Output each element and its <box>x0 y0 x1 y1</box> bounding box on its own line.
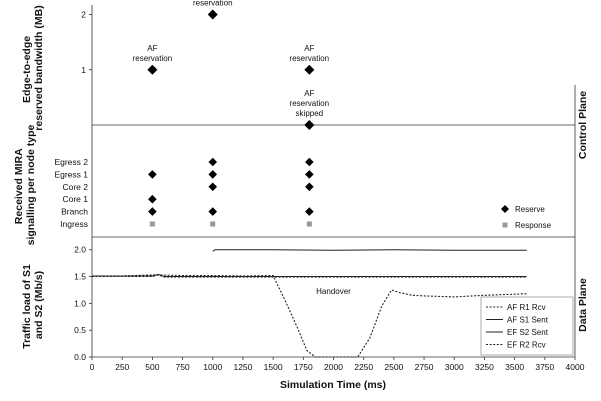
panel-reserved-bandwidth: 12AFreservationEFreservationAFreservatio… <box>81 0 329 130</box>
middle-response-point <box>149 221 155 227</box>
top-point <box>147 64 158 75</box>
x-tick-label: 250 <box>115 362 129 372</box>
data-plane-label: Data Plane <box>577 278 589 332</box>
bottom-y-tick-label: 0.0 <box>74 352 86 362</box>
x-tick-label: 3500 <box>505 362 524 372</box>
top-y-tick-label: 2 <box>81 10 86 20</box>
middle-reserve-point <box>208 182 218 192</box>
middle-reserve-point <box>305 170 314 179</box>
middle-y-axis-label: Received MIRA signalling per node type <box>13 124 37 245</box>
x-tick-label: 3750 <box>535 362 554 372</box>
x-tick-label: 3250 <box>475 362 494 372</box>
top-point <box>304 120 315 130</box>
middle-reserve-point <box>208 170 218 179</box>
middle-reserve-point <box>148 170 157 179</box>
top-annotation-line: AF <box>147 44 157 53</box>
x-tick-label: 1750 <box>294 362 313 372</box>
middle-legend-marker <box>501 205 509 213</box>
handover-annotation: Handover <box>316 287 351 296</box>
x-axis-label: Simulation Time (ms) <box>280 379 386 391</box>
x-tick-label: 1250 <box>233 362 252 372</box>
top-annotation-line: reservation <box>133 54 173 63</box>
bottom-legend-label: EF R2 Rcv <box>507 341 546 350</box>
bottom-y-tick-label: 1.5 <box>74 272 86 282</box>
top-point <box>304 64 315 75</box>
x-tick-label: 1000 <box>203 362 222 372</box>
middle-category-label: Core 1 <box>62 194 88 204</box>
bottom-legend-box <box>480 296 574 356</box>
top-annotation-line: reservation <box>290 54 330 63</box>
x-tick-label: 2000 <box>324 362 343 372</box>
x-tick-label: 1500 <box>264 362 283 372</box>
top-point <box>207 9 218 20</box>
middle-legend-marker <box>502 222 508 228</box>
middle-reserve-point <box>208 207 218 216</box>
middle-response-point <box>210 221 216 227</box>
x-tick-label: 2250 <box>354 362 373 372</box>
bottom-y-tick-label: 2.0 <box>74 245 86 255</box>
x-tick-label: 2500 <box>384 362 403 372</box>
top-annotation-line: reservation <box>290 99 330 108</box>
middle-reserve-point <box>148 194 157 204</box>
bottom-y-tick-label: 1.0 <box>74 298 86 308</box>
control-plane-label: Control Plane <box>577 91 589 159</box>
top-y-tick-label: 1 <box>81 65 86 75</box>
middle-category-label: Core 2 <box>62 182 88 192</box>
middle-reserve-point <box>208 157 218 167</box>
top-y-axis-label: Edge-to-edge reserved bandwidth (MB) <box>21 5 45 130</box>
x-tick-label: 2750 <box>415 362 434 372</box>
middle-reserve-point <box>305 157 314 167</box>
middle-response-point <box>306 221 312 227</box>
top-annotation-line: AF <box>304 89 314 98</box>
middle-category-label: Branch <box>61 207 88 217</box>
x-tick-label: 0 <box>90 362 95 372</box>
x-tick-label: 500 <box>145 362 159 372</box>
top-annotation-line: AF <box>304 44 314 53</box>
x-tick-label: 3000 <box>445 362 464 372</box>
middle-category-label: Egress 1 <box>54 169 88 179</box>
x-tick-label: 750 <box>175 362 189 372</box>
middle-reserve-point <box>305 182 314 192</box>
middle-legend-label: Reserve <box>515 205 545 214</box>
bottom-y-tick-label: 0.5 <box>74 325 86 335</box>
middle-legend-label: Response <box>515 221 552 230</box>
series-line-ef-s2-sent <box>212 249 527 252</box>
middle-category-label: Ingress <box>60 219 88 229</box>
bottom-legend-label: EF S2 Sent <box>507 328 549 337</box>
x-tick-label: 4000 <box>566 362 585 372</box>
bottom-legend-label: AF R1 Rcv <box>507 303 546 312</box>
top-annotation-line: skipped <box>296 109 324 118</box>
bottom-y-axis-label: Traffic load of S1 and S2 (Mb/s) <box>21 261 45 349</box>
top-annotation-line: reservation <box>193 0 233 8</box>
bottom-legend-label: AF S1 Sent <box>507 316 549 325</box>
panel-traffic-load: 0.0 0.5 1.0 1.5 2.0 0 250 500 750 1000 1250 1500 175… <box>74 245 585 372</box>
series-line-ef-r2-rcv <box>91 274 527 358</box>
middle-category-label: Egress 2 <box>54 157 88 167</box>
panel-mira-signalling: Ingress Branch Core 1 Core 2 Egress 1 Egress … <box>54 157 551 230</box>
middle-reserve-point <box>305 207 314 216</box>
middle-reserve-point <box>148 207 157 216</box>
